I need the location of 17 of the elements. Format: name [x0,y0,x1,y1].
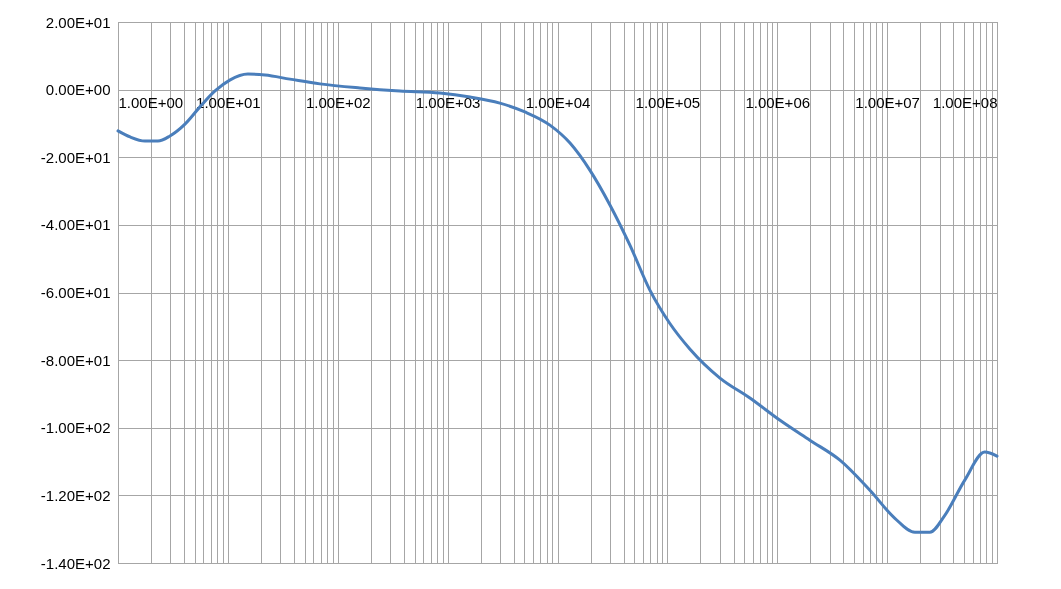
x-tick-label: 1.00E+08 [932,94,998,112]
y-tick-label: -1.00E+02 [40,419,111,437]
x-tick-label: 1.00E+02 [305,94,371,112]
y-tick-label: -2.00E+01 [40,148,111,166]
y-tick-label: 0.00E+00 [45,81,111,99]
x-tick-label: 1.00E+00 [118,94,184,112]
y-tick-label: -8.00E+01 [40,351,111,369]
y-tick-label: -4.00E+01 [40,216,111,234]
x-tick-label: 1.00E+03 [415,94,481,112]
x-tick-label: 1.00E+05 [635,94,701,112]
x-tick-label: 1.00E+07 [855,94,920,112]
y-tick-label: -1.40E+02 [40,554,111,572]
y-tick-label: 2.00E+01 [45,13,111,31]
x-tick-label: 1.00E+06 [745,94,811,112]
y-tick-label: -6.00E+01 [40,284,111,301]
x-tick-label: 1.00E+04 [525,94,591,112]
y-tick-label: -1.20E+02 [40,486,111,504]
